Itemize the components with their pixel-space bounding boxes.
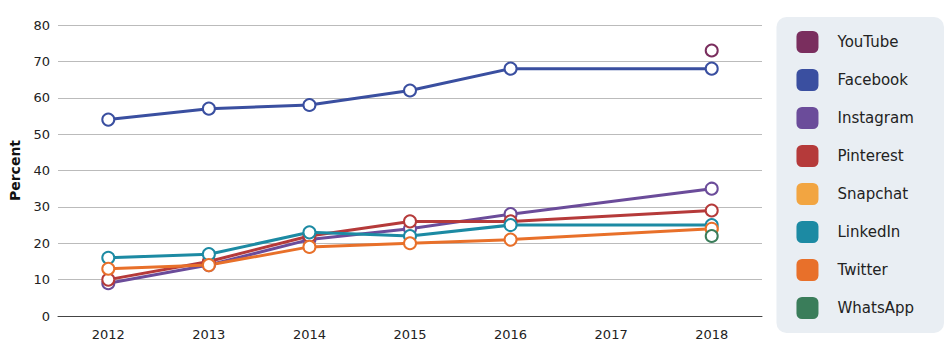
svg-text:2016: 2016: [494, 327, 527, 342]
svg-text:Pinterest: Pinterest: [837, 147, 903, 165]
svg-text:2012: 2012: [92, 327, 125, 342]
svg-text:Instagram: Instagram: [837, 109, 913, 127]
svg-text:LinkedIn: LinkedIn: [837, 223, 900, 241]
svg-text:Snapchat: Snapchat: [837, 185, 908, 203]
svg-text:50: 50: [33, 127, 50, 142]
svg-text:2017: 2017: [595, 327, 628, 342]
svg-text:Facebook: Facebook: [837, 71, 908, 89]
svg-text:YouTube: YouTube: [836, 33, 898, 51]
svg-text:10: 10: [33, 272, 50, 287]
svg-text:Percent: Percent: [7, 140, 23, 201]
svg-text:2014: 2014: [293, 327, 326, 342]
svg-text:2013: 2013: [192, 327, 225, 342]
svg-text:0: 0: [42, 309, 50, 324]
svg-text:Twitter: Twitter: [836, 261, 888, 279]
svg-text:2015: 2015: [393, 327, 426, 342]
svg-text:30: 30: [33, 199, 50, 214]
svg-text:WhatsApp: WhatsApp: [837, 299, 914, 317]
svg-text:80: 80: [33, 18, 50, 33]
svg-text:2018: 2018: [695, 327, 728, 342]
svg-text:60: 60: [33, 90, 50, 105]
svg-text:20: 20: [33, 236, 50, 251]
svg-text:70: 70: [33, 54, 50, 69]
svg-text:40: 40: [33, 163, 50, 178]
